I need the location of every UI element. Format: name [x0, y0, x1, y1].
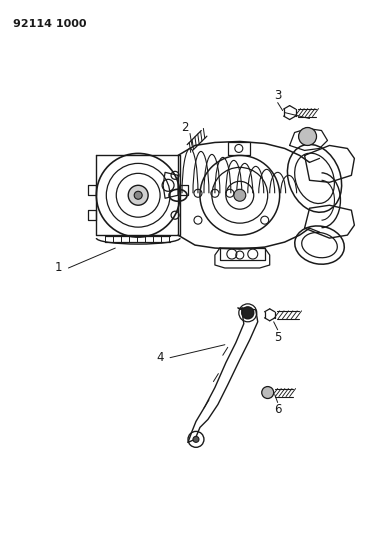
- Ellipse shape: [134, 191, 142, 199]
- Ellipse shape: [234, 189, 246, 201]
- Text: 5: 5: [274, 331, 281, 344]
- Ellipse shape: [262, 386, 274, 399]
- Ellipse shape: [299, 127, 317, 146]
- Text: 1: 1: [55, 262, 62, 274]
- Text: 4: 4: [156, 351, 164, 364]
- Text: 6: 6: [274, 403, 281, 416]
- Text: 92114 1000: 92114 1000: [13, 19, 86, 29]
- Text: 2: 2: [181, 121, 189, 134]
- Text: 3: 3: [274, 89, 281, 102]
- Ellipse shape: [242, 307, 254, 319]
- Ellipse shape: [193, 437, 199, 442]
- Ellipse shape: [128, 185, 148, 205]
